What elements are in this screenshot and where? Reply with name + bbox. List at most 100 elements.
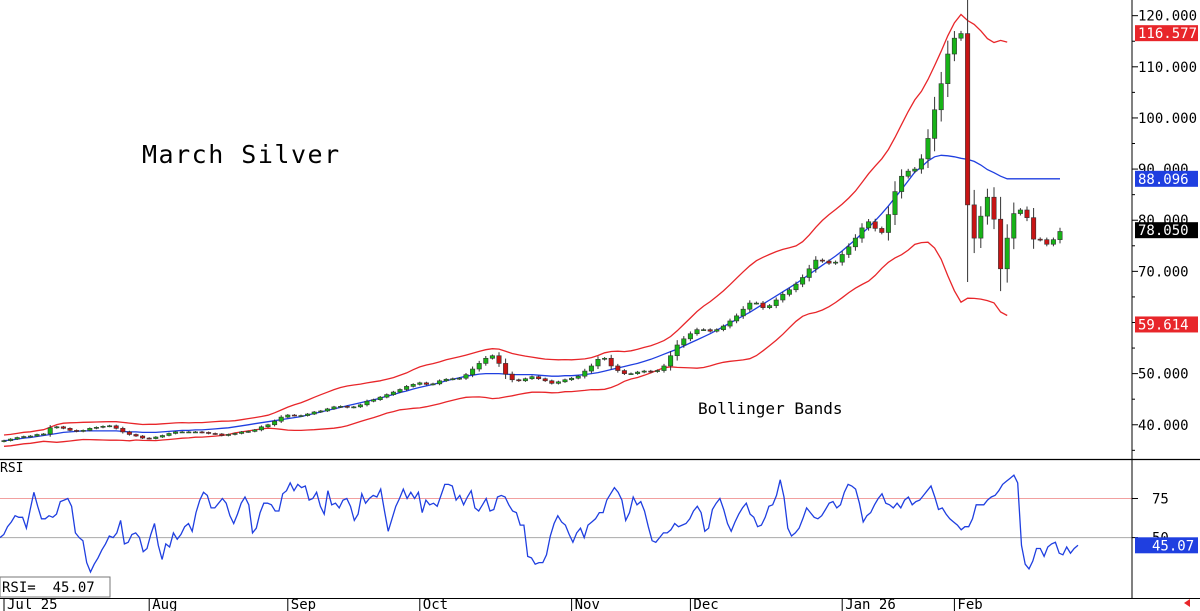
candle-up xyxy=(1050,239,1056,245)
candle-down xyxy=(549,380,555,384)
candle-up xyxy=(351,406,357,409)
candle-up xyxy=(641,370,647,373)
candle-up xyxy=(635,371,641,374)
candle-up xyxy=(430,383,436,386)
rsi-readout: RSI= 45.07 xyxy=(2,580,95,596)
candle-up xyxy=(324,408,330,412)
candle-up xyxy=(562,379,568,383)
price-tick-label: 50.000 xyxy=(1138,367,1189,383)
candle-up xyxy=(852,237,858,248)
candle-up xyxy=(463,374,469,379)
candle-down xyxy=(344,406,350,408)
candle-up xyxy=(159,435,165,438)
price-tag-box xyxy=(1135,222,1198,239)
price-tag-box xyxy=(1135,25,1198,42)
candle-up xyxy=(588,365,594,372)
candle-up xyxy=(740,308,746,317)
x-tick-label: Oct xyxy=(423,597,448,611)
candle-up xyxy=(833,261,839,264)
candle-up xyxy=(522,378,528,382)
candle-up xyxy=(555,381,561,384)
candle-up xyxy=(80,430,86,432)
candle-up xyxy=(245,431,251,433)
candle-up xyxy=(100,425,106,428)
candle-up xyxy=(47,427,53,435)
candle-up xyxy=(107,425,113,428)
candle-up xyxy=(846,246,852,255)
candle-up xyxy=(714,329,720,332)
price-tag-box xyxy=(1135,170,1198,187)
rsi-readout-box xyxy=(0,576,111,598)
candle-down xyxy=(74,430,80,432)
x-tick-label: Jan 26 xyxy=(845,597,896,611)
candle-up xyxy=(377,396,383,401)
price-tag-box xyxy=(1135,316,1198,333)
candle-down xyxy=(67,428,73,431)
candle-up xyxy=(734,315,740,322)
candle-up xyxy=(489,355,495,359)
candle-up xyxy=(232,433,238,435)
price-tick-label: 40.000 xyxy=(1138,418,1189,434)
x-tick-label: Dec xyxy=(693,597,718,611)
candle-up xyxy=(747,302,753,310)
candle-up xyxy=(569,377,575,381)
candle-down xyxy=(509,373,515,381)
rsi-panel xyxy=(0,474,1132,574)
candle-down xyxy=(113,425,119,429)
candle-up xyxy=(173,431,179,434)
candle-up xyxy=(984,196,990,217)
candle-down xyxy=(133,434,139,437)
candle-up xyxy=(773,299,779,306)
candle-up xyxy=(384,394,390,398)
candle-up xyxy=(390,391,396,395)
candle-up xyxy=(575,375,581,379)
candle-down xyxy=(760,302,766,308)
candle-up xyxy=(654,370,660,372)
candle-down xyxy=(536,376,542,380)
candle-up xyxy=(272,420,278,426)
candle-down xyxy=(965,33,971,206)
candle-up xyxy=(265,424,271,428)
price-tag-label: 116.577 xyxy=(1138,26,1197,42)
candle-up xyxy=(925,138,931,160)
candle-down xyxy=(423,382,429,385)
candle-up xyxy=(694,329,700,335)
rsi-label: RSI xyxy=(0,461,23,476)
candle-up xyxy=(239,431,245,434)
candle-down xyxy=(1024,209,1030,218)
candle-up xyxy=(456,377,462,380)
candle-up xyxy=(311,411,317,415)
candle-up xyxy=(767,305,773,308)
candle-up xyxy=(720,325,726,330)
candle-up xyxy=(701,329,707,331)
candle-down xyxy=(1031,217,1037,240)
candle-up xyxy=(179,431,185,434)
candle-up xyxy=(687,333,693,340)
candle-up xyxy=(14,437,20,440)
candle-up xyxy=(153,436,159,439)
candle-down xyxy=(648,370,654,373)
candle-up xyxy=(285,414,291,418)
candle-up xyxy=(602,357,608,360)
candle-up xyxy=(371,399,377,402)
candle-down xyxy=(542,378,548,382)
candle-up xyxy=(417,382,423,385)
candle-up xyxy=(397,389,403,393)
candle-up xyxy=(529,376,535,380)
candle-up xyxy=(437,380,443,385)
candle-down xyxy=(872,221,878,229)
price-tag-label: 88.096 xyxy=(1138,172,1189,188)
rsi-tag-box xyxy=(1135,537,1198,554)
candle-up xyxy=(892,191,898,215)
price-tick-label: 100.000 xyxy=(1138,111,1197,127)
candle-up xyxy=(192,431,198,434)
candle-down xyxy=(1037,238,1043,241)
x-tick-label: Jul 25 xyxy=(7,597,58,611)
candle-up xyxy=(661,365,667,371)
candle-down xyxy=(516,379,522,382)
candle-up xyxy=(628,373,634,375)
candle-up xyxy=(866,221,872,229)
candle-down xyxy=(826,260,832,264)
candle-up xyxy=(681,338,687,346)
